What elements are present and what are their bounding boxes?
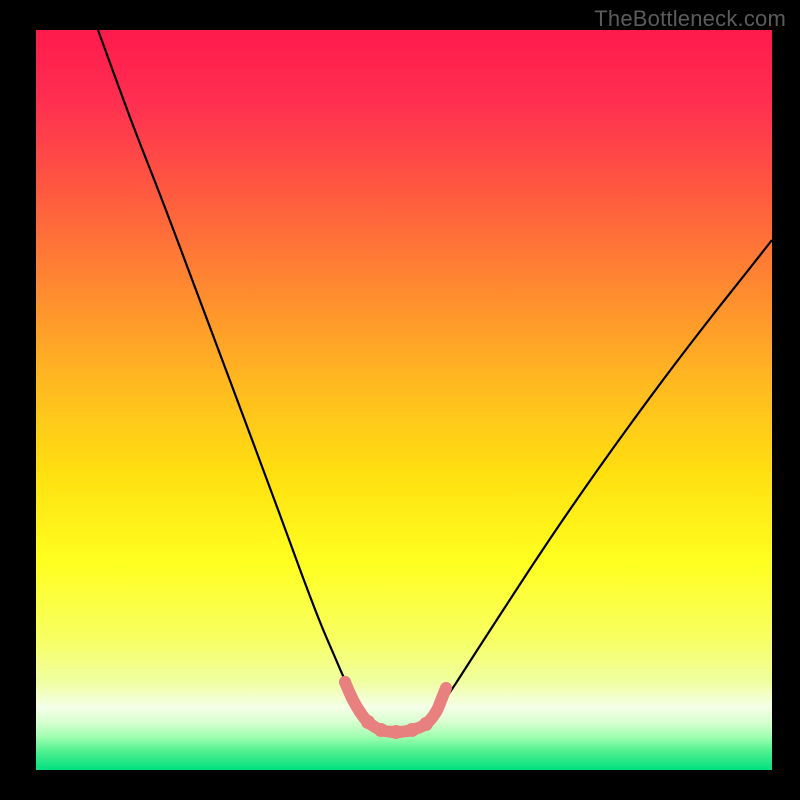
optimal-point-marker bbox=[419, 717, 433, 731]
optimal-point-marker bbox=[374, 723, 388, 737]
optimal-point-marker bbox=[436, 692, 448, 704]
optimal-point-marker bbox=[361, 715, 375, 729]
watermark-text: TheBottleneck.com bbox=[594, 6, 786, 32]
gradient-background bbox=[36, 30, 772, 770]
optimal-point-marker bbox=[389, 725, 403, 739]
optimal-point-marker bbox=[339, 676, 351, 688]
chart-svg bbox=[36, 30, 772, 770]
optimal-point-marker bbox=[430, 706, 442, 718]
optimal-point-marker bbox=[405, 723, 419, 737]
optimal-point-marker bbox=[346, 692, 358, 704]
plot-area bbox=[36, 30, 772, 770]
optimal-point-marker bbox=[441, 683, 451, 693]
